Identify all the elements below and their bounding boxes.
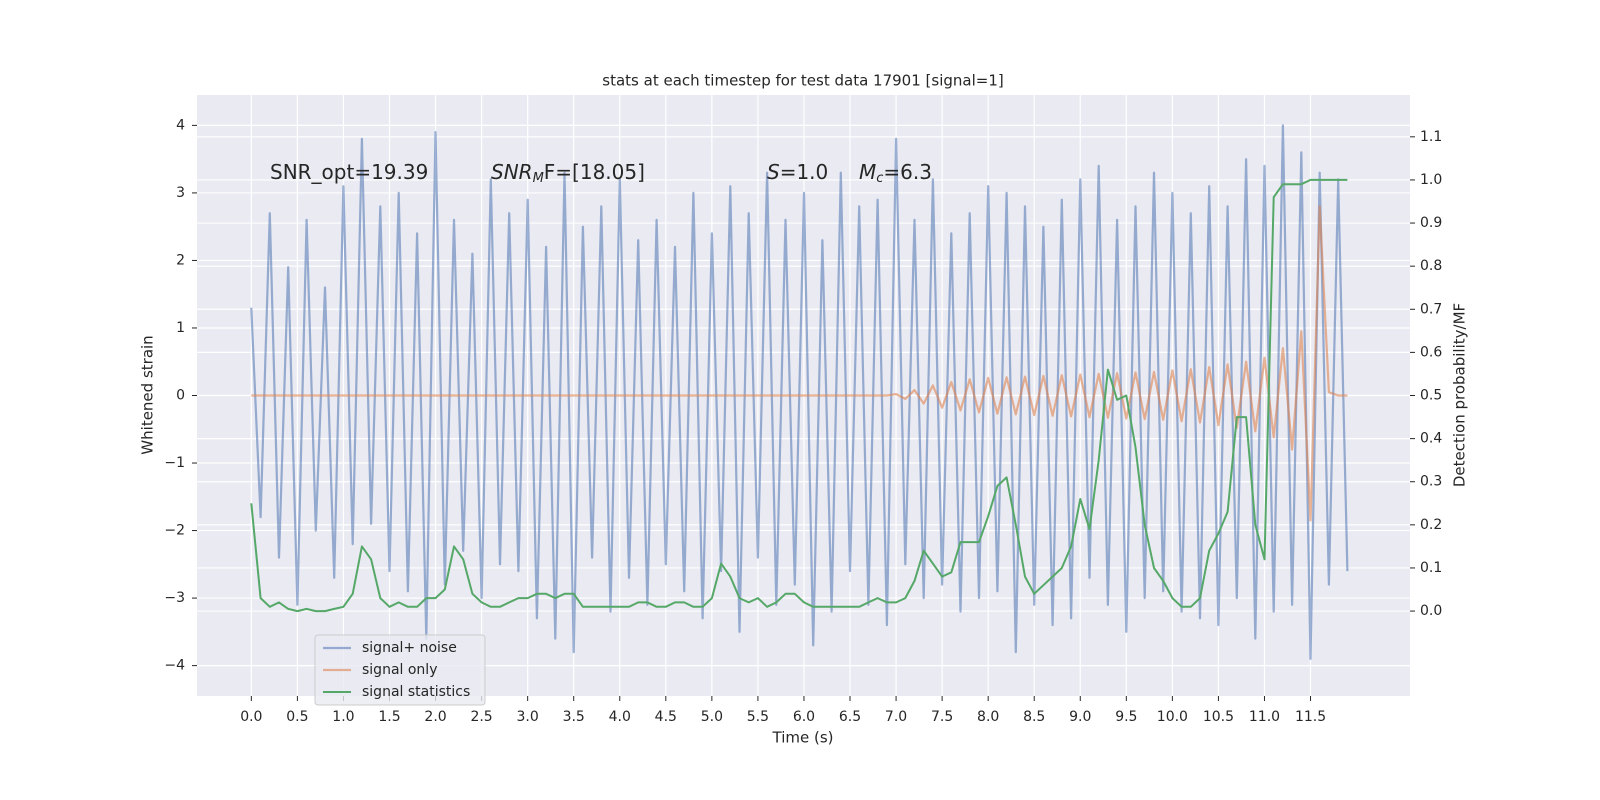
annotation: SNRMF=[18.05] xyxy=(491,160,645,186)
y-tick-label: −4 xyxy=(164,658,185,674)
y-tick-label: 4 xyxy=(176,117,185,133)
x-tick-label: 1.5 xyxy=(378,709,400,725)
y-tick-label: 0 xyxy=(176,388,185,404)
y2-tick-label: 1.1 xyxy=(1420,129,1442,145)
y2-tick-label: 0.9 xyxy=(1420,215,1442,231)
y-tick-label: 1 xyxy=(176,320,185,336)
annotation-italic: SNR xyxy=(491,160,533,184)
series-line xyxy=(250,178,1348,613)
annotation: S=1.0 xyxy=(767,160,828,184)
x-tick-label: 2.5 xyxy=(470,709,492,725)
x-tick-label: 3.0 xyxy=(517,709,539,725)
x-tick-label: 5.0 xyxy=(701,709,723,725)
legend-label: signal only xyxy=(362,662,437,678)
chart-title: stats at each timestep for test data 179… xyxy=(602,72,1003,90)
x-tick-label: 4.5 xyxy=(655,709,677,725)
y2-tick-label: 1.0 xyxy=(1420,172,1442,188)
y2-tick-label: 0.4 xyxy=(1420,431,1442,447)
x-tick-label: 8.5 xyxy=(1023,709,1045,725)
annotation-text: =6.3 xyxy=(883,160,932,184)
y2-tick-label: 0.7 xyxy=(1420,301,1442,317)
y-tick-label: −1 xyxy=(164,455,185,471)
y-tick-label: −2 xyxy=(164,523,185,539)
annotation-italic: M xyxy=(859,160,876,184)
annotation-text: SNR_opt=19.39 xyxy=(270,160,428,184)
series-line xyxy=(251,205,1348,522)
y-tick-label: 3 xyxy=(176,185,185,201)
y-tick-label: 2 xyxy=(176,252,185,268)
x-tick-label: 0.0 xyxy=(240,709,262,725)
legend-label: signal statistics xyxy=(362,684,470,700)
annotation-sub: M xyxy=(533,171,544,186)
x-tick-label: 1.0 xyxy=(332,709,354,725)
annotation-text: F=[18.05] xyxy=(544,160,645,184)
annotation: SNR_opt=19.39 xyxy=(270,160,428,184)
y-tick-label: −3 xyxy=(164,590,185,606)
y2-tick-label: 0.5 xyxy=(1420,388,1442,404)
x-tick-label: 2.0 xyxy=(424,709,446,725)
x-tick-label: 6.0 xyxy=(793,709,815,725)
y-axis-label: Whitened strain xyxy=(139,335,157,454)
x-tick-label: 3.5 xyxy=(563,709,585,725)
x-tick-label: 9.0 xyxy=(1069,709,1091,725)
series-line xyxy=(250,124,1349,661)
annotation: Mc=6.3 xyxy=(859,160,932,186)
annotation-italic: S xyxy=(767,160,780,184)
x-tick-label: 8.0 xyxy=(977,709,999,725)
x-axis-label: Time (s) xyxy=(772,729,834,747)
x-tick-label: 7.0 xyxy=(885,709,907,725)
x-tick-label: 0.5 xyxy=(286,709,308,725)
annotation-sub: c xyxy=(876,171,883,186)
y2-tick-label: 0.0 xyxy=(1420,603,1442,619)
y2-tick-label: 0.3 xyxy=(1420,474,1442,490)
x-tick-label: 10.5 xyxy=(1203,709,1234,725)
x-tick-label: 5.5 xyxy=(747,709,769,725)
x-tick-label: 11.0 xyxy=(1249,709,1280,725)
legend-label: signal+ noise xyxy=(362,640,457,656)
y2-axis-label: Detection probability/MF xyxy=(1451,303,1469,487)
legend-box xyxy=(314,634,486,706)
y2-tick-label: 0.2 xyxy=(1420,517,1442,533)
x-tick-label: 10.0 xyxy=(1157,709,1188,725)
y2-tick-label: 0.6 xyxy=(1420,344,1442,360)
y2-tick-label: 0.8 xyxy=(1420,258,1442,274)
x-tick-label: 11.5 xyxy=(1295,709,1326,725)
x-tick-label: 6.5 xyxy=(839,709,861,725)
x-tick-label: 4.0 xyxy=(609,709,631,725)
y2-tick-label: 0.1 xyxy=(1420,560,1442,576)
x-tick-label: 9.5 xyxy=(1115,709,1137,725)
annotation-text: =1.0 xyxy=(780,160,829,184)
x-tick-label: 7.5 xyxy=(931,709,953,725)
